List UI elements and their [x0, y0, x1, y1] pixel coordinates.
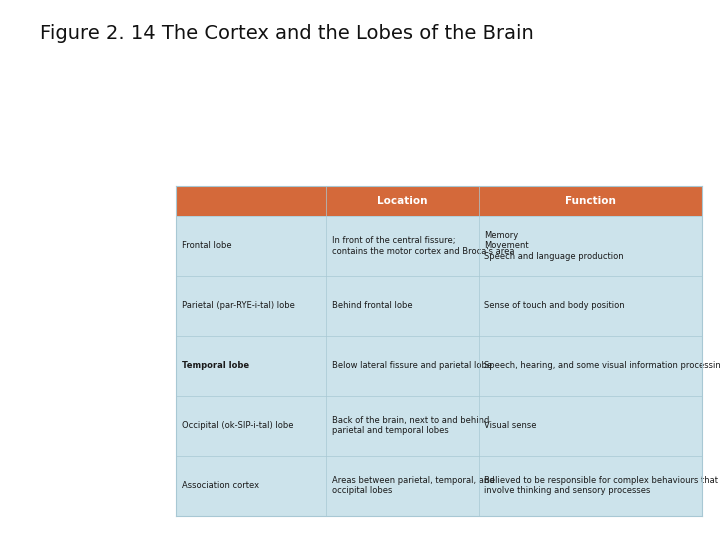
Text: Visual sense: Visual sense — [485, 421, 537, 430]
Text: Speech, hearing, and some visual information processing: Speech, hearing, and some visual informa… — [485, 361, 720, 370]
Text: Occipital (ok-SIP-i-tal) lobe: Occipital (ok-SIP-i-tal) lobe — [182, 421, 294, 430]
Text: Believed to be responsible for complex behaviours that
involve thinking and sens: Believed to be responsible for complex b… — [485, 476, 719, 495]
Text: Function: Function — [565, 196, 616, 206]
Text: In front of the central fissure;
contains the motor cortex and Broca's area: In front of the central fissure; contain… — [332, 237, 515, 255]
Text: Sense of touch and body position: Sense of touch and body position — [485, 301, 625, 310]
Text: Below lateral fissure and parietal lobe: Below lateral fissure and parietal lobe — [332, 361, 492, 370]
Text: Figure 2. 14 The Cortex and the Lobes of the Brain: Figure 2. 14 The Cortex and the Lobes of… — [40, 24, 534, 43]
Text: Areas between parietal, temporal, and
occipital lobes: Areas between parietal, temporal, and oc… — [332, 476, 495, 495]
Text: Back of the brain, next to and behind
parietal and temporal lobes: Back of the brain, next to and behind pa… — [332, 416, 490, 435]
Text: Frontal lobe: Frontal lobe — [182, 241, 232, 251]
Text: Memory
Movement
Speech and language production: Memory Movement Speech and language prod… — [485, 231, 624, 261]
Text: Behind frontal lobe: Behind frontal lobe — [332, 301, 413, 310]
Text: Location: Location — [377, 196, 428, 206]
Text: Parietal (par-RYE-i-tal) lobe: Parietal (par-RYE-i-tal) lobe — [182, 301, 295, 310]
Text: Temporal lobe: Temporal lobe — [182, 361, 249, 370]
Text: Association cortex: Association cortex — [182, 481, 259, 490]
